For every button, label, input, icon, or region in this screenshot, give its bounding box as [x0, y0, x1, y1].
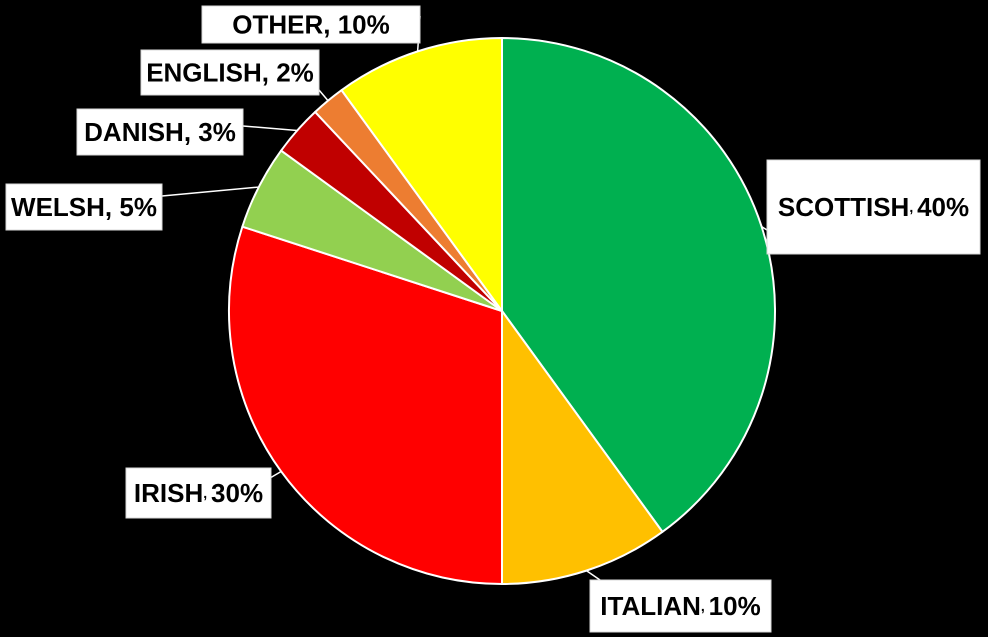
- slice-name-irish: IRISH: [134, 478, 203, 508]
- pie-slice-irish: [228, 225, 503, 585]
- data-label-text-irish: IRISH, 30%: [134, 478, 263, 508]
- slice-name-english: ENGLISH: [146, 58, 262, 88]
- pie-slices: [228, 37, 776, 585]
- data-label-text-english: ENGLISH, 2%: [146, 58, 314, 88]
- data-labels: SCOTTISH, 40% ITALIAN, 10% IRISH, 30% WELSH…: [5, 5, 981, 633]
- data-label-box-welsh: [5, 183, 163, 231]
- pie-slice-other: [340, 37, 503, 312]
- slice-separator-irish: ,: [203, 485, 211, 501]
- slice-value-other: 10%: [338, 10, 390, 40]
- data-label-box-english: [140, 49, 320, 96]
- data-label-text-scottish: SCOTTISH, 40%: [778, 192, 969, 222]
- slice-separator-italian: ,: [701, 598, 709, 614]
- data-label-scottish: SCOTTISH, 40%: [766, 159, 981, 255]
- leader-line-danish: [242, 125, 298, 132]
- slice-separator-english: ,: [262, 58, 276, 88]
- slice-value-welsh: 5%: [119, 192, 157, 222]
- data-label-other: OTHER, 10%: [201, 5, 421, 44]
- slice-value-english: 2%: [276, 58, 314, 88]
- pie-slice-scottish: [501, 37, 776, 533]
- leader-line-scottish: [761, 226, 768, 231]
- data-label-irish: IRISH, 30%: [125, 467, 272, 519]
- data-label-box-other: [201, 5, 421, 44]
- slice-name-welsh: WELSH: [11, 192, 105, 222]
- slice-name-italian: ITALIAN: [600, 591, 701, 621]
- slice-name-scottish: SCOTTISH: [778, 192, 909, 222]
- data-label-box-italian: [589, 579, 772, 633]
- leader-line-welsh: [161, 186, 259, 197]
- data-label-danish: DANISH, 3%: [76, 108, 244, 156]
- slice-value-irish: 30%: [211, 478, 263, 508]
- data-label-text-danish: DANISH, 3%: [84, 117, 236, 147]
- slice-value-danish: 3%: [198, 117, 236, 147]
- data-label-text-italian: ITALIAN, 10%: [600, 591, 760, 621]
- slice-separator-danish: ,: [184, 117, 198, 147]
- data-label-box-scottish: [766, 159, 981, 255]
- data-label-box-danish: [76, 108, 244, 156]
- slice-separator-other: ,: [323, 10, 337, 40]
- data-label-welsh: WELSH, 5%: [5, 183, 163, 231]
- data-label-text-other: OTHER, 10%: [232, 10, 390, 40]
- slice-name-danish: DANISH: [84, 117, 184, 147]
- leader-line-english: [318, 89, 329, 102]
- slice-name-other: OTHER: [232, 10, 323, 40]
- data-label-italian: ITALIAN, 10%: [589, 579, 772, 633]
- leader-line-irish: [269, 470, 282, 479]
- leader-line-italian: [585, 570, 601, 581]
- data-label-text-welsh: WELSH, 5%: [11, 192, 157, 222]
- slice-value-italian: 10%: [709, 591, 761, 621]
- data-label-box-irish: [125, 467, 272, 519]
- data-label-english: ENGLISH, 2%: [140, 49, 320, 96]
- slice-value-scottish: 40%: [917, 192, 969, 222]
- slice-separator-scottish: ,: [909, 199, 917, 215]
- pie-slice-italian: [501, 310, 664, 585]
- slice-separator-welsh: ,: [105, 192, 119, 222]
